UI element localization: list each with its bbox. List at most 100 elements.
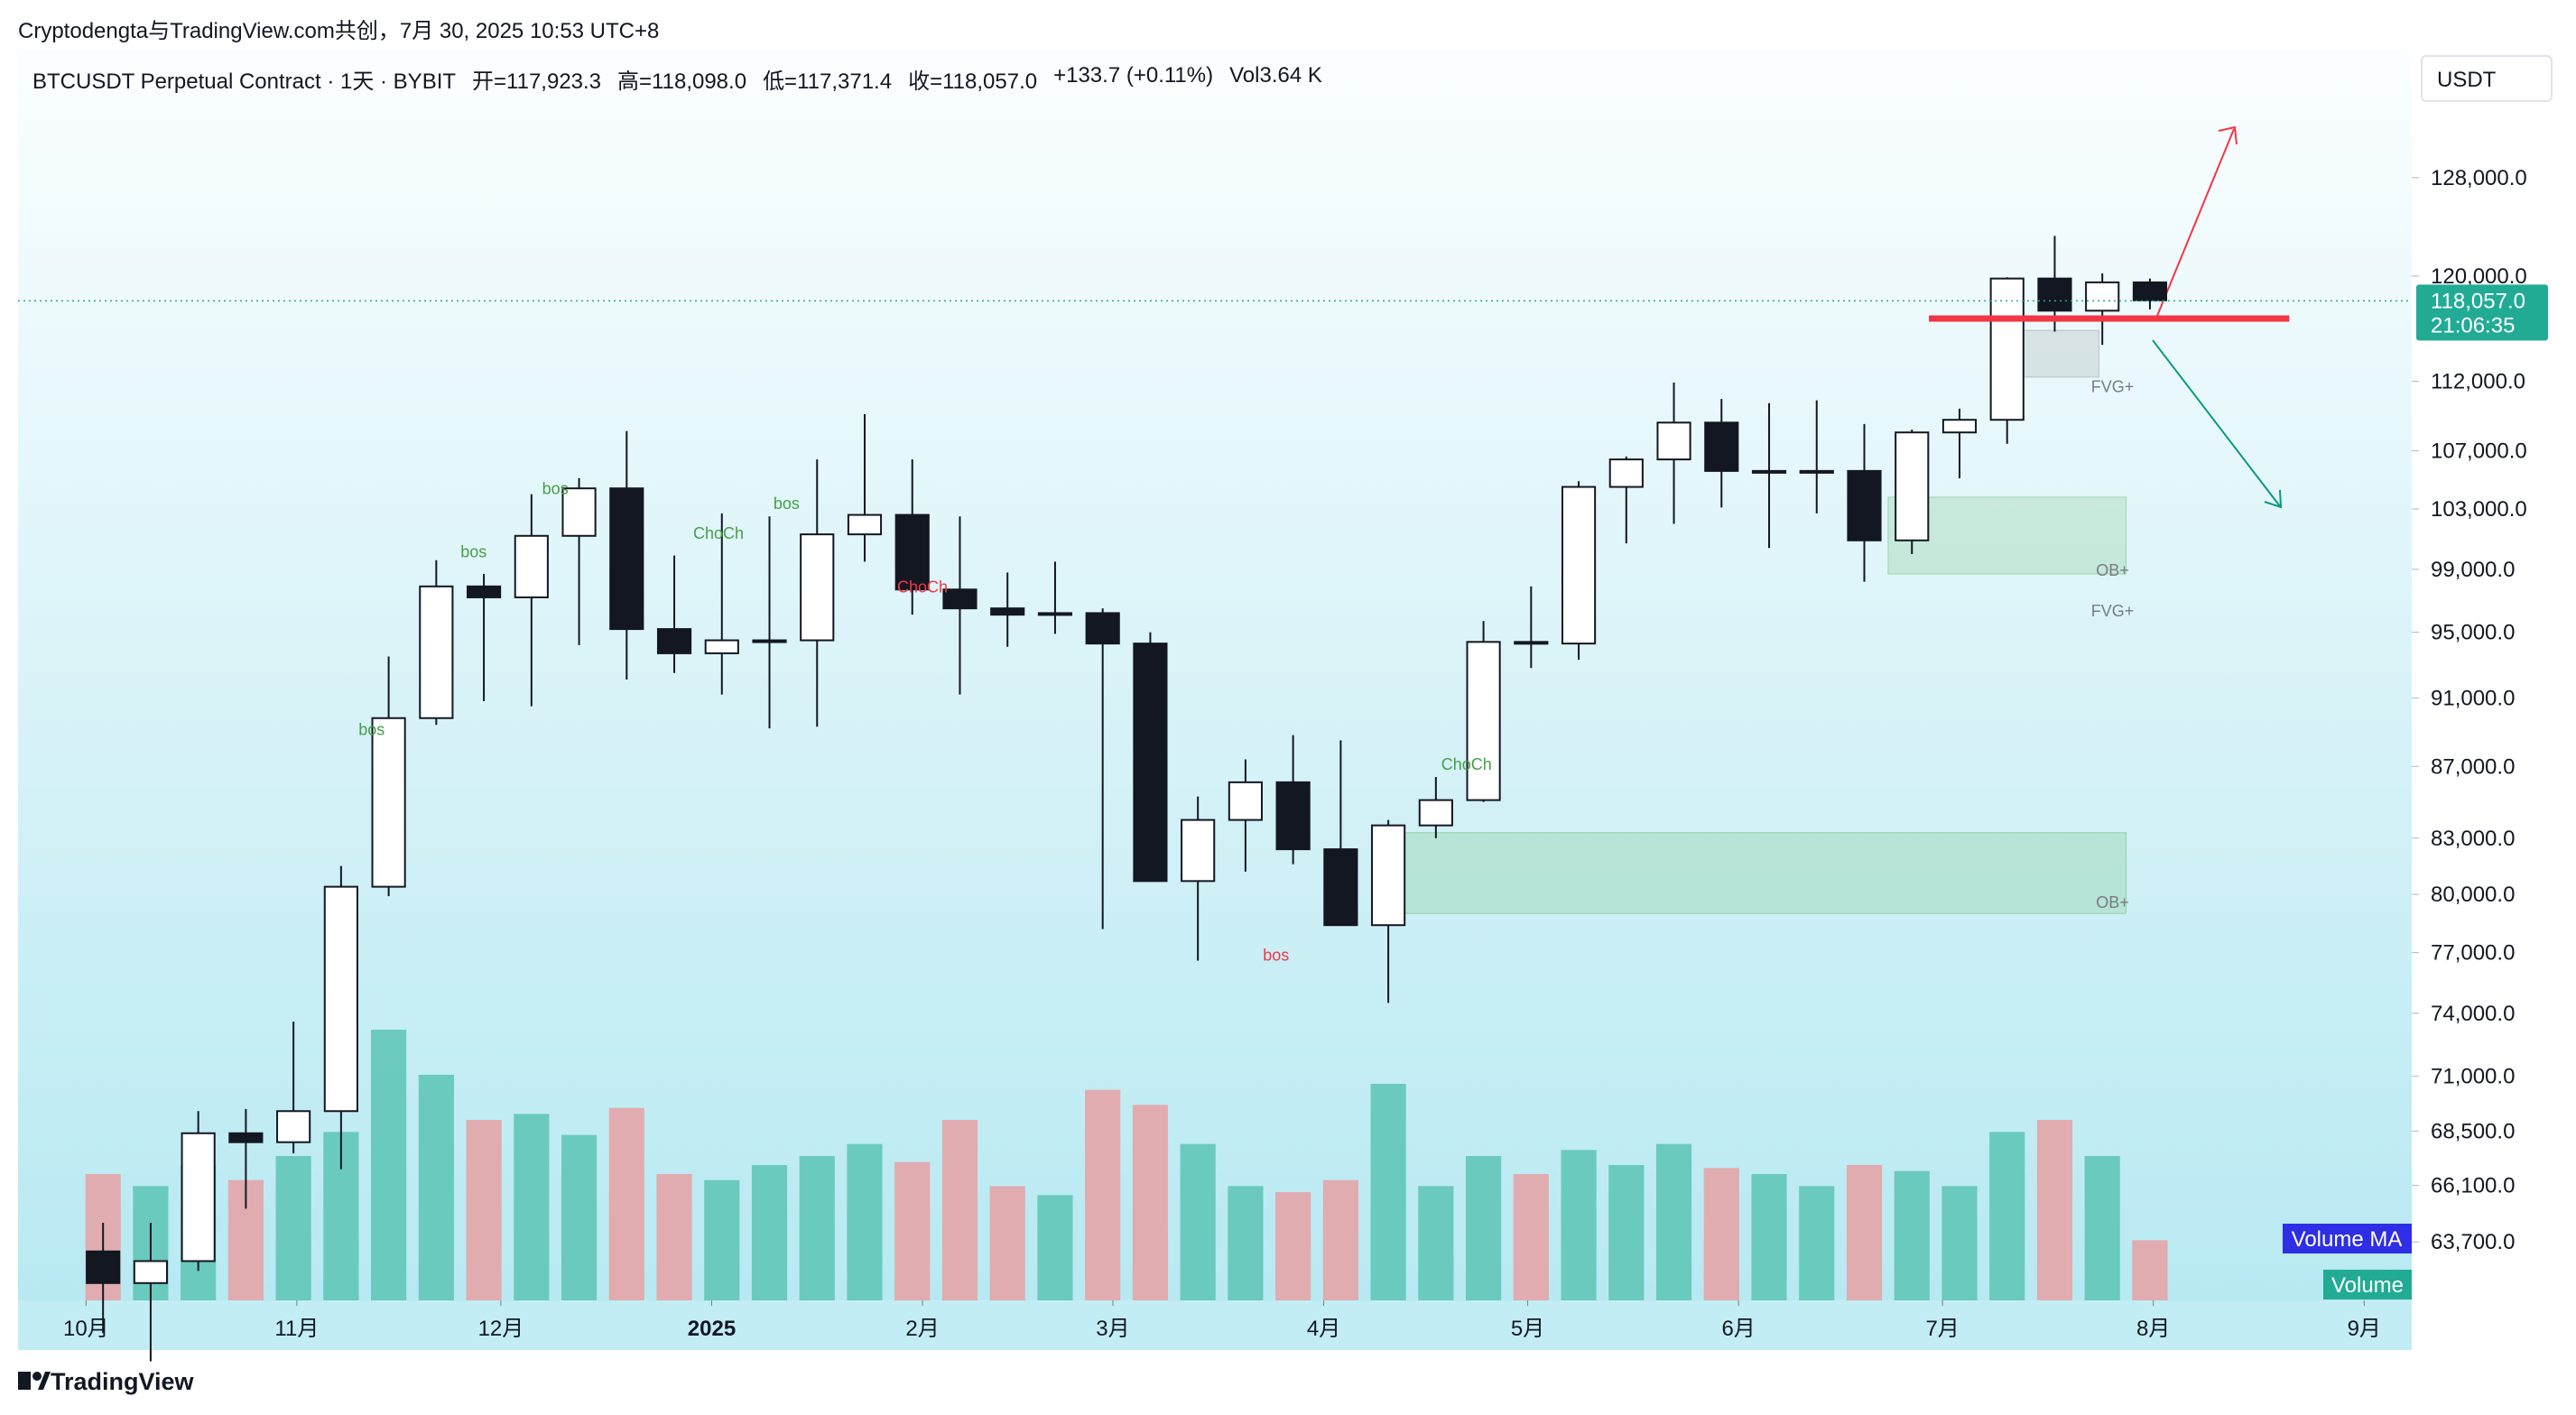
y-tick-label: 128,000.0 <box>2431 166 2527 190</box>
time-axis <box>18 1300 2412 1350</box>
candle-body <box>1228 781 1263 821</box>
x-tick-label: 4月 <box>1307 1317 1340 1341</box>
currency-box[interactable] <box>2421 55 2553 102</box>
volume-bar <box>561 1134 598 1300</box>
attribution: Cryptodengta与TradingView.com共创，7月 30, 20… <box>18 19 660 43</box>
candle-body <box>894 513 930 591</box>
candle-body <box>704 639 739 654</box>
volume: Vol3.64 K <box>1229 63 1322 88</box>
y-tick-label: 103,000.0 <box>2431 497 2527 522</box>
volume-bar <box>2084 1156 2120 1300</box>
y-tick-label: 71,000.0 <box>2431 1065 2515 1089</box>
volume-bar <box>847 1143 883 1300</box>
last-price-box <box>2416 284 2548 341</box>
volume-bar <box>1322 1179 1358 1300</box>
candle-body <box>514 534 549 598</box>
candle-body <box>847 513 883 536</box>
candle-body <box>1037 612 1073 616</box>
volume-bar <box>1370 1084 1406 1300</box>
annotation: FVG+ <box>2091 378 2135 396</box>
close: 收=118,057.0 <box>908 69 1038 94</box>
candle-body <box>990 607 1025 616</box>
volume-bar <box>1894 1170 1930 1300</box>
y-tick-label: 68,500.0 <box>2431 1119 2515 1143</box>
y-tick-label: 66,100.0 <box>2431 1174 2515 1198</box>
volume-bar <box>799 1156 835 1300</box>
y-tick-label: 91,000.0 <box>2431 686 2515 710</box>
down-arrow-head <box>2264 489 2283 509</box>
logo <box>18 1372 51 1390</box>
candle-body <box>1799 469 1834 474</box>
footer[interactable]: TradingView <box>51 1368 194 1395</box>
candle-body <box>276 1110 311 1143</box>
volume-bar <box>2036 1120 2073 1300</box>
volume-bar <box>1180 1143 1216 1300</box>
open: 开=117,923.3 <box>472 69 602 94</box>
volume-bar <box>275 1156 311 1300</box>
candle-body <box>1275 781 1311 851</box>
y-tick-label: 107,000.0 <box>2431 439 2527 464</box>
last-price-label: 118,057.0 <box>2431 289 2525 313</box>
x-tick-label: 5月 <box>1511 1317 1544 1341</box>
low: 低=117,371.4 <box>763 69 893 94</box>
volume-ma-label: Volume MA <box>2292 1227 2403 1252</box>
annotation: bos <box>542 480 569 498</box>
volume-bar <box>1132 1105 1169 1300</box>
volume-bar <box>1655 1143 1692 1300</box>
candle-body <box>1371 824 1406 927</box>
x-tick-label: 9月 <box>2348 1317 2381 1341</box>
x-tick-label: 12月 <box>478 1317 524 1341</box>
annotation: ChoCh <box>897 578 948 597</box>
countdown: 21:06:35 <box>2431 313 2515 338</box>
candle-body <box>419 585 454 719</box>
symbol[interactable]: BTCUSDT Perpetual Contract · 1天 · BYBIT <box>32 69 457 94</box>
currency: USDT <box>2437 68 2497 92</box>
y-tick-label: 87,000.0 <box>2431 754 2515 779</box>
x-tick-label: 10月 <box>63 1317 109 1341</box>
y-tick-label: 83,000.0 <box>2431 827 2515 851</box>
zone <box>1377 832 2127 914</box>
y-tick-label: 74,000.0 <box>2431 1002 2515 1026</box>
volume-bar <box>1466 1156 1502 1300</box>
candle-body <box>1751 469 1787 474</box>
header: BTCUSDT Perpetual Contract · 1天 · BYBIT … <box>32 63 1322 95</box>
up-arrow-head <box>2218 125 2238 145</box>
volume-bar <box>1751 1174 1787 1300</box>
candle-body <box>800 533 835 642</box>
candle-body <box>467 585 502 598</box>
candle-body <box>1656 421 1691 461</box>
volume-bar <box>751 1165 788 1300</box>
volume-bar <box>371 1030 407 1300</box>
x-tick-label: 6月 <box>1721 1317 1755 1341</box>
volume-label: Volume <box>2331 1273 2404 1298</box>
candle-body <box>1133 643 1168 883</box>
candle-body <box>181 1132 216 1262</box>
volume-bar <box>894 1161 931 1300</box>
candle-body <box>2085 281 2120 312</box>
volume-bar <box>608 1107 644 1300</box>
volume-bar <box>1275 1192 1311 1300</box>
x-tick-label: 3月 <box>1096 1317 1129 1341</box>
candle-body <box>1466 641 1501 801</box>
candle-body <box>371 717 406 888</box>
candle-body <box>1989 277 2025 421</box>
price-axis-background <box>2412 50 2558 1350</box>
volume-bar <box>418 1075 454 1300</box>
x-tick-label: 2025 <box>688 1317 736 1341</box>
annotation: ChoCh <box>1441 755 1492 773</box>
volume-bar <box>989 1186 1025 1300</box>
annotation: OB+ <box>2096 893 2129 911</box>
candle-body <box>1847 469 1882 541</box>
candle-body <box>2037 277 2072 312</box>
annotation: bos <box>1263 946 1289 964</box>
annotation: ChoCh <box>693 524 744 542</box>
candle-body <box>1418 799 1453 827</box>
volume-bar <box>1799 1186 1835 1300</box>
volume-bar <box>704 1179 740 1300</box>
volume-bar <box>1941 1186 1978 1300</box>
candle-body <box>1323 848 1358 927</box>
volume-bar <box>1561 1150 1597 1300</box>
candle-body <box>609 487 644 631</box>
candle-body <box>942 588 978 610</box>
volume-bar <box>941 1120 978 1300</box>
